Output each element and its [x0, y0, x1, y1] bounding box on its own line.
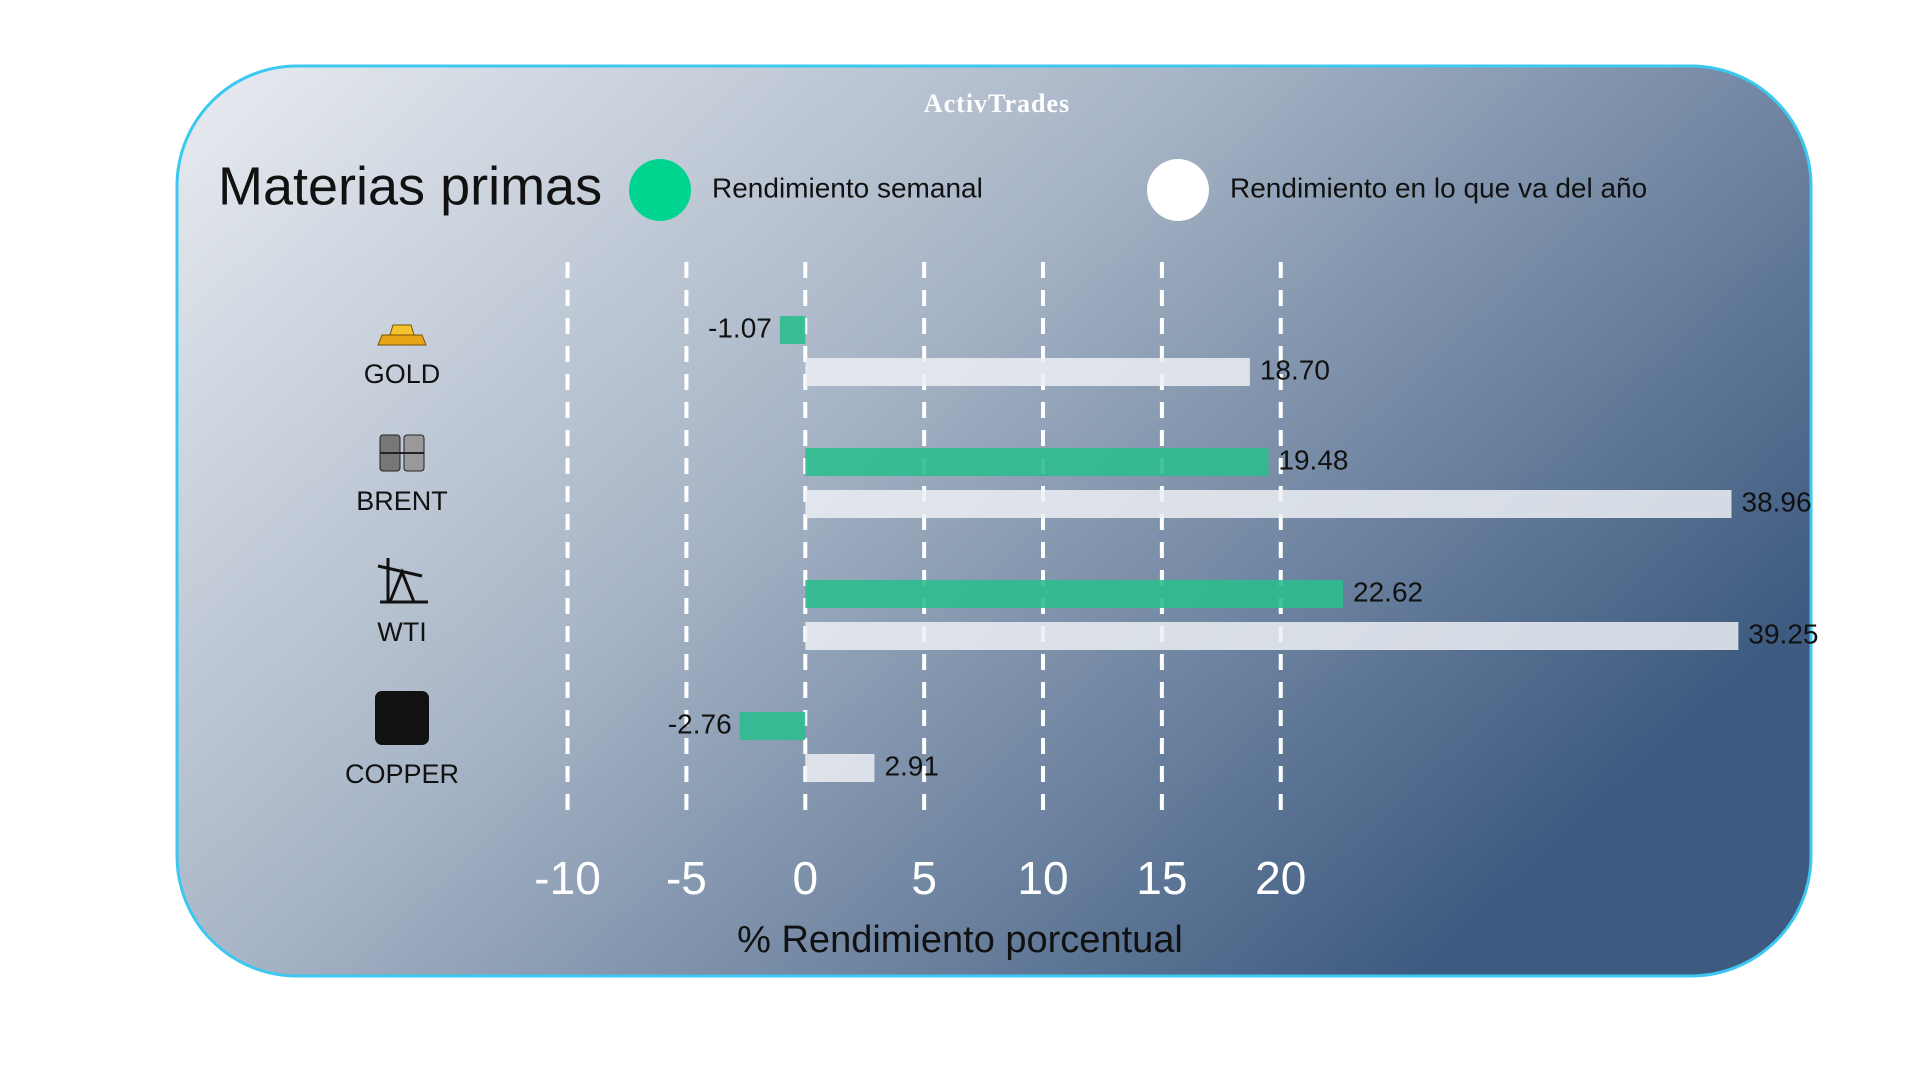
- data-label: 22.62: [1353, 576, 1423, 607]
- legend-label: Rendimiento semanal: [712, 172, 983, 203]
- x-axis-label: % Rendimiento porcentual: [737, 919, 1183, 961]
- data-label: -2.76: [668, 708, 732, 739]
- logo: ActivTrades: [924, 89, 1070, 118]
- bar: [805, 622, 1739, 650]
- category-label: BRENT: [356, 486, 448, 516]
- x-tick-label: -5: [666, 852, 707, 904]
- card: [175, 64, 1813, 978]
- bar: [805, 754, 875, 782]
- bar: [805, 448, 1269, 476]
- category-label: WTI: [377, 617, 426, 647]
- x-tick-label: 15: [1136, 852, 1187, 904]
- data-label: 18.70: [1260, 354, 1330, 385]
- data-label: -1.07: [708, 312, 772, 343]
- bar: [805, 490, 1732, 518]
- data-label: 2.91: [884, 750, 939, 781]
- x-tick-label: -10: [534, 852, 600, 904]
- bar: [739, 712, 806, 740]
- data-label: 38.96: [1742, 486, 1812, 517]
- category-label: GOLD: [364, 359, 441, 389]
- bar: [805, 580, 1344, 608]
- bar: [805, 358, 1250, 386]
- data-label: 39.25: [1748, 618, 1818, 649]
- x-tick-label: 10: [1017, 852, 1068, 904]
- wti-icon: [377, 558, 428, 604]
- legend-swatch: [629, 159, 691, 221]
- category-label: COPPER: [345, 759, 459, 789]
- x-tick-label: 20: [1255, 852, 1306, 904]
- legend-swatch: [1147, 159, 1209, 221]
- chart-title: Materias primas: [218, 156, 602, 216]
- legend-label: Rendimiento en lo que va del año: [1230, 172, 1647, 203]
- legend: Rendimiento semanal Rendimiento en lo que…: [629, 159, 1647, 221]
- data-label: 19.48: [1278, 444, 1348, 475]
- gold-icon: [377, 324, 427, 346]
- icons: [375, 324, 429, 745]
- x-tick-label: 0: [792, 852, 818, 904]
- brent-icon: [379, 434, 425, 472]
- copper-icon: [375, 691, 429, 745]
- bar: [779, 316, 806, 344]
- x-tick-label: 5: [911, 852, 937, 904]
